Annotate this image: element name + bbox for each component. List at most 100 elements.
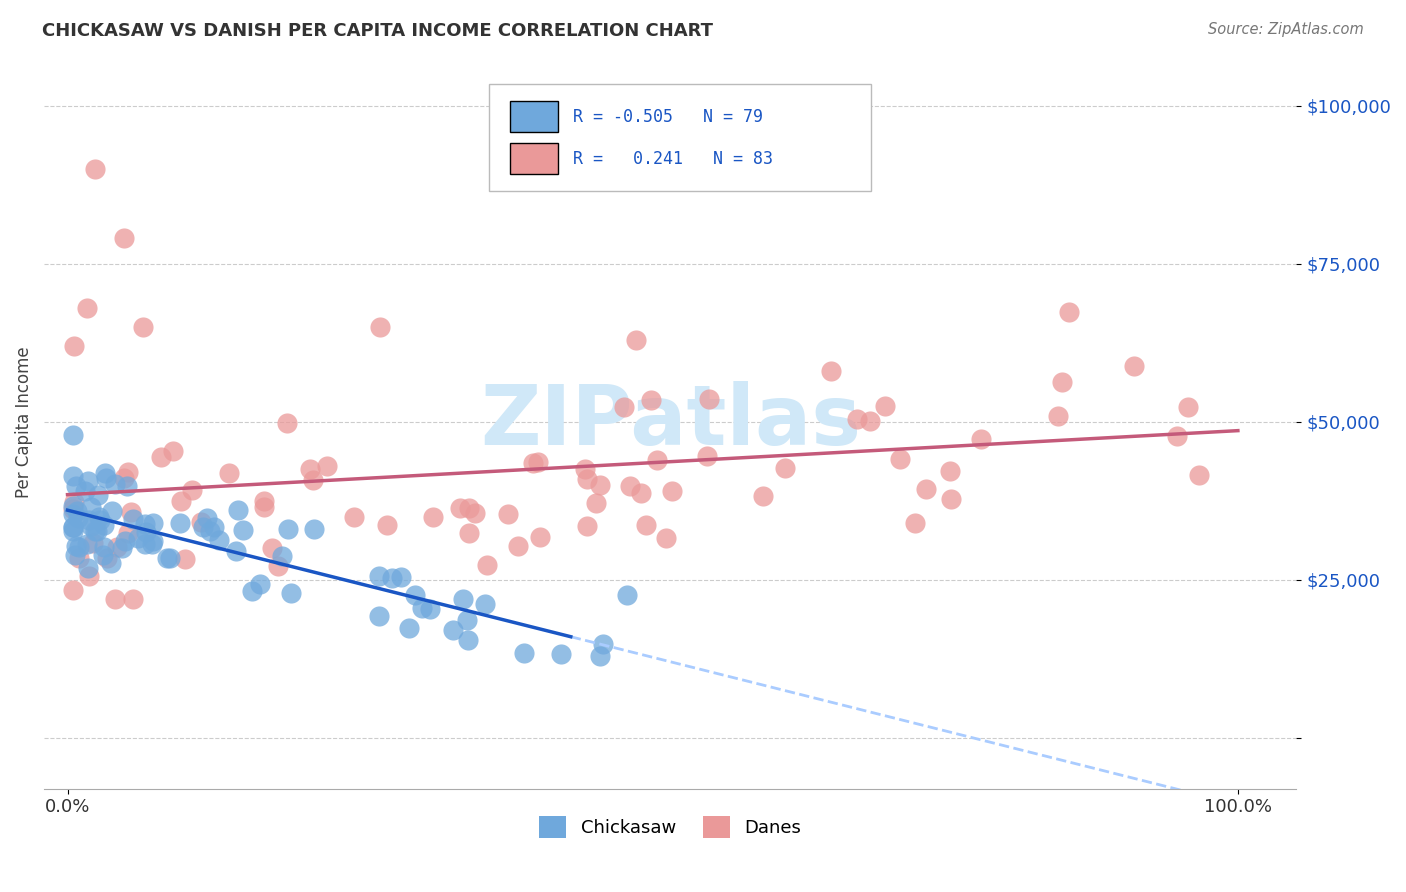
Text: R =   0.241   N = 83: R = 0.241 N = 83 xyxy=(572,150,772,168)
Point xyxy=(280,586,302,600)
Point xyxy=(120,505,142,519)
Point xyxy=(1122,359,1144,373)
Point xyxy=(589,648,612,663)
Point xyxy=(170,494,193,508)
Point xyxy=(218,466,240,480)
Point xyxy=(626,333,648,347)
Text: Source: ZipAtlas.com: Source: ZipAtlas.com xyxy=(1208,22,1364,37)
Point xyxy=(93,540,115,554)
Point xyxy=(62,501,84,516)
Point xyxy=(276,416,298,430)
Point xyxy=(134,517,156,532)
Point xyxy=(585,496,607,510)
Point xyxy=(180,483,202,497)
Point xyxy=(508,539,530,553)
Point xyxy=(114,533,136,548)
Point xyxy=(1188,467,1211,482)
Point xyxy=(939,464,962,478)
Point xyxy=(381,571,404,585)
Point xyxy=(191,520,214,534)
Point xyxy=(63,548,86,562)
Point xyxy=(66,504,89,518)
Point xyxy=(91,548,114,562)
Point xyxy=(135,524,157,539)
Point xyxy=(456,613,478,627)
Point xyxy=(77,569,100,583)
Point xyxy=(368,609,391,624)
Point xyxy=(104,591,127,606)
Point xyxy=(661,484,683,499)
Point xyxy=(195,510,218,524)
Point xyxy=(131,320,153,334)
Point xyxy=(75,483,97,498)
Point xyxy=(422,510,444,524)
Point xyxy=(232,523,254,537)
Point xyxy=(939,492,962,507)
Point xyxy=(389,570,412,584)
Point xyxy=(636,518,658,533)
Point xyxy=(260,541,283,556)
Point xyxy=(62,524,84,539)
Point xyxy=(697,392,720,407)
Point xyxy=(127,531,149,545)
Point xyxy=(969,432,991,446)
Point xyxy=(121,591,143,606)
Y-axis label: Per Capita Income: Per Capita Income xyxy=(15,346,32,498)
Point xyxy=(411,600,433,615)
Point xyxy=(89,510,111,524)
Point xyxy=(82,536,104,550)
Point xyxy=(645,452,668,467)
Point xyxy=(62,469,84,483)
Point xyxy=(62,519,84,533)
Point xyxy=(875,399,897,413)
Point xyxy=(87,488,110,502)
Point xyxy=(105,540,128,554)
Point xyxy=(696,450,718,464)
Point xyxy=(773,461,796,475)
Point xyxy=(576,472,599,486)
Point xyxy=(846,412,869,426)
Point xyxy=(62,499,84,513)
Point xyxy=(114,471,136,485)
Point xyxy=(67,541,90,555)
Point xyxy=(616,587,638,601)
Point xyxy=(62,520,84,534)
Point xyxy=(94,466,117,480)
Point xyxy=(89,513,111,527)
Point xyxy=(240,583,263,598)
Point xyxy=(76,561,98,575)
Point xyxy=(77,474,100,488)
Point xyxy=(619,479,641,493)
Point xyxy=(96,551,118,566)
Point xyxy=(112,231,135,245)
Point xyxy=(62,507,84,521)
Point xyxy=(159,551,181,566)
Point xyxy=(889,451,911,466)
Point xyxy=(474,597,496,611)
Point xyxy=(398,621,420,635)
Point xyxy=(451,592,474,607)
Text: R = -0.505   N = 79: R = -0.505 N = 79 xyxy=(572,108,762,126)
Point xyxy=(513,646,536,660)
Point xyxy=(66,510,89,524)
Point xyxy=(550,648,572,662)
Point xyxy=(202,519,225,533)
Point xyxy=(65,479,87,493)
Point xyxy=(169,516,191,530)
Point xyxy=(1046,409,1069,424)
Point xyxy=(149,450,172,464)
Point xyxy=(80,500,103,514)
Point xyxy=(404,589,426,603)
Legend: Chickasaw, Danes: Chickasaw, Danes xyxy=(531,809,808,846)
Point xyxy=(377,518,399,533)
Point xyxy=(200,524,222,539)
Point xyxy=(142,534,165,549)
Point xyxy=(441,623,464,637)
Point xyxy=(115,478,138,492)
Point xyxy=(156,551,179,566)
Point xyxy=(613,400,636,414)
Point xyxy=(464,506,486,520)
Point xyxy=(67,550,90,565)
Point xyxy=(93,518,115,533)
Point xyxy=(914,482,936,496)
